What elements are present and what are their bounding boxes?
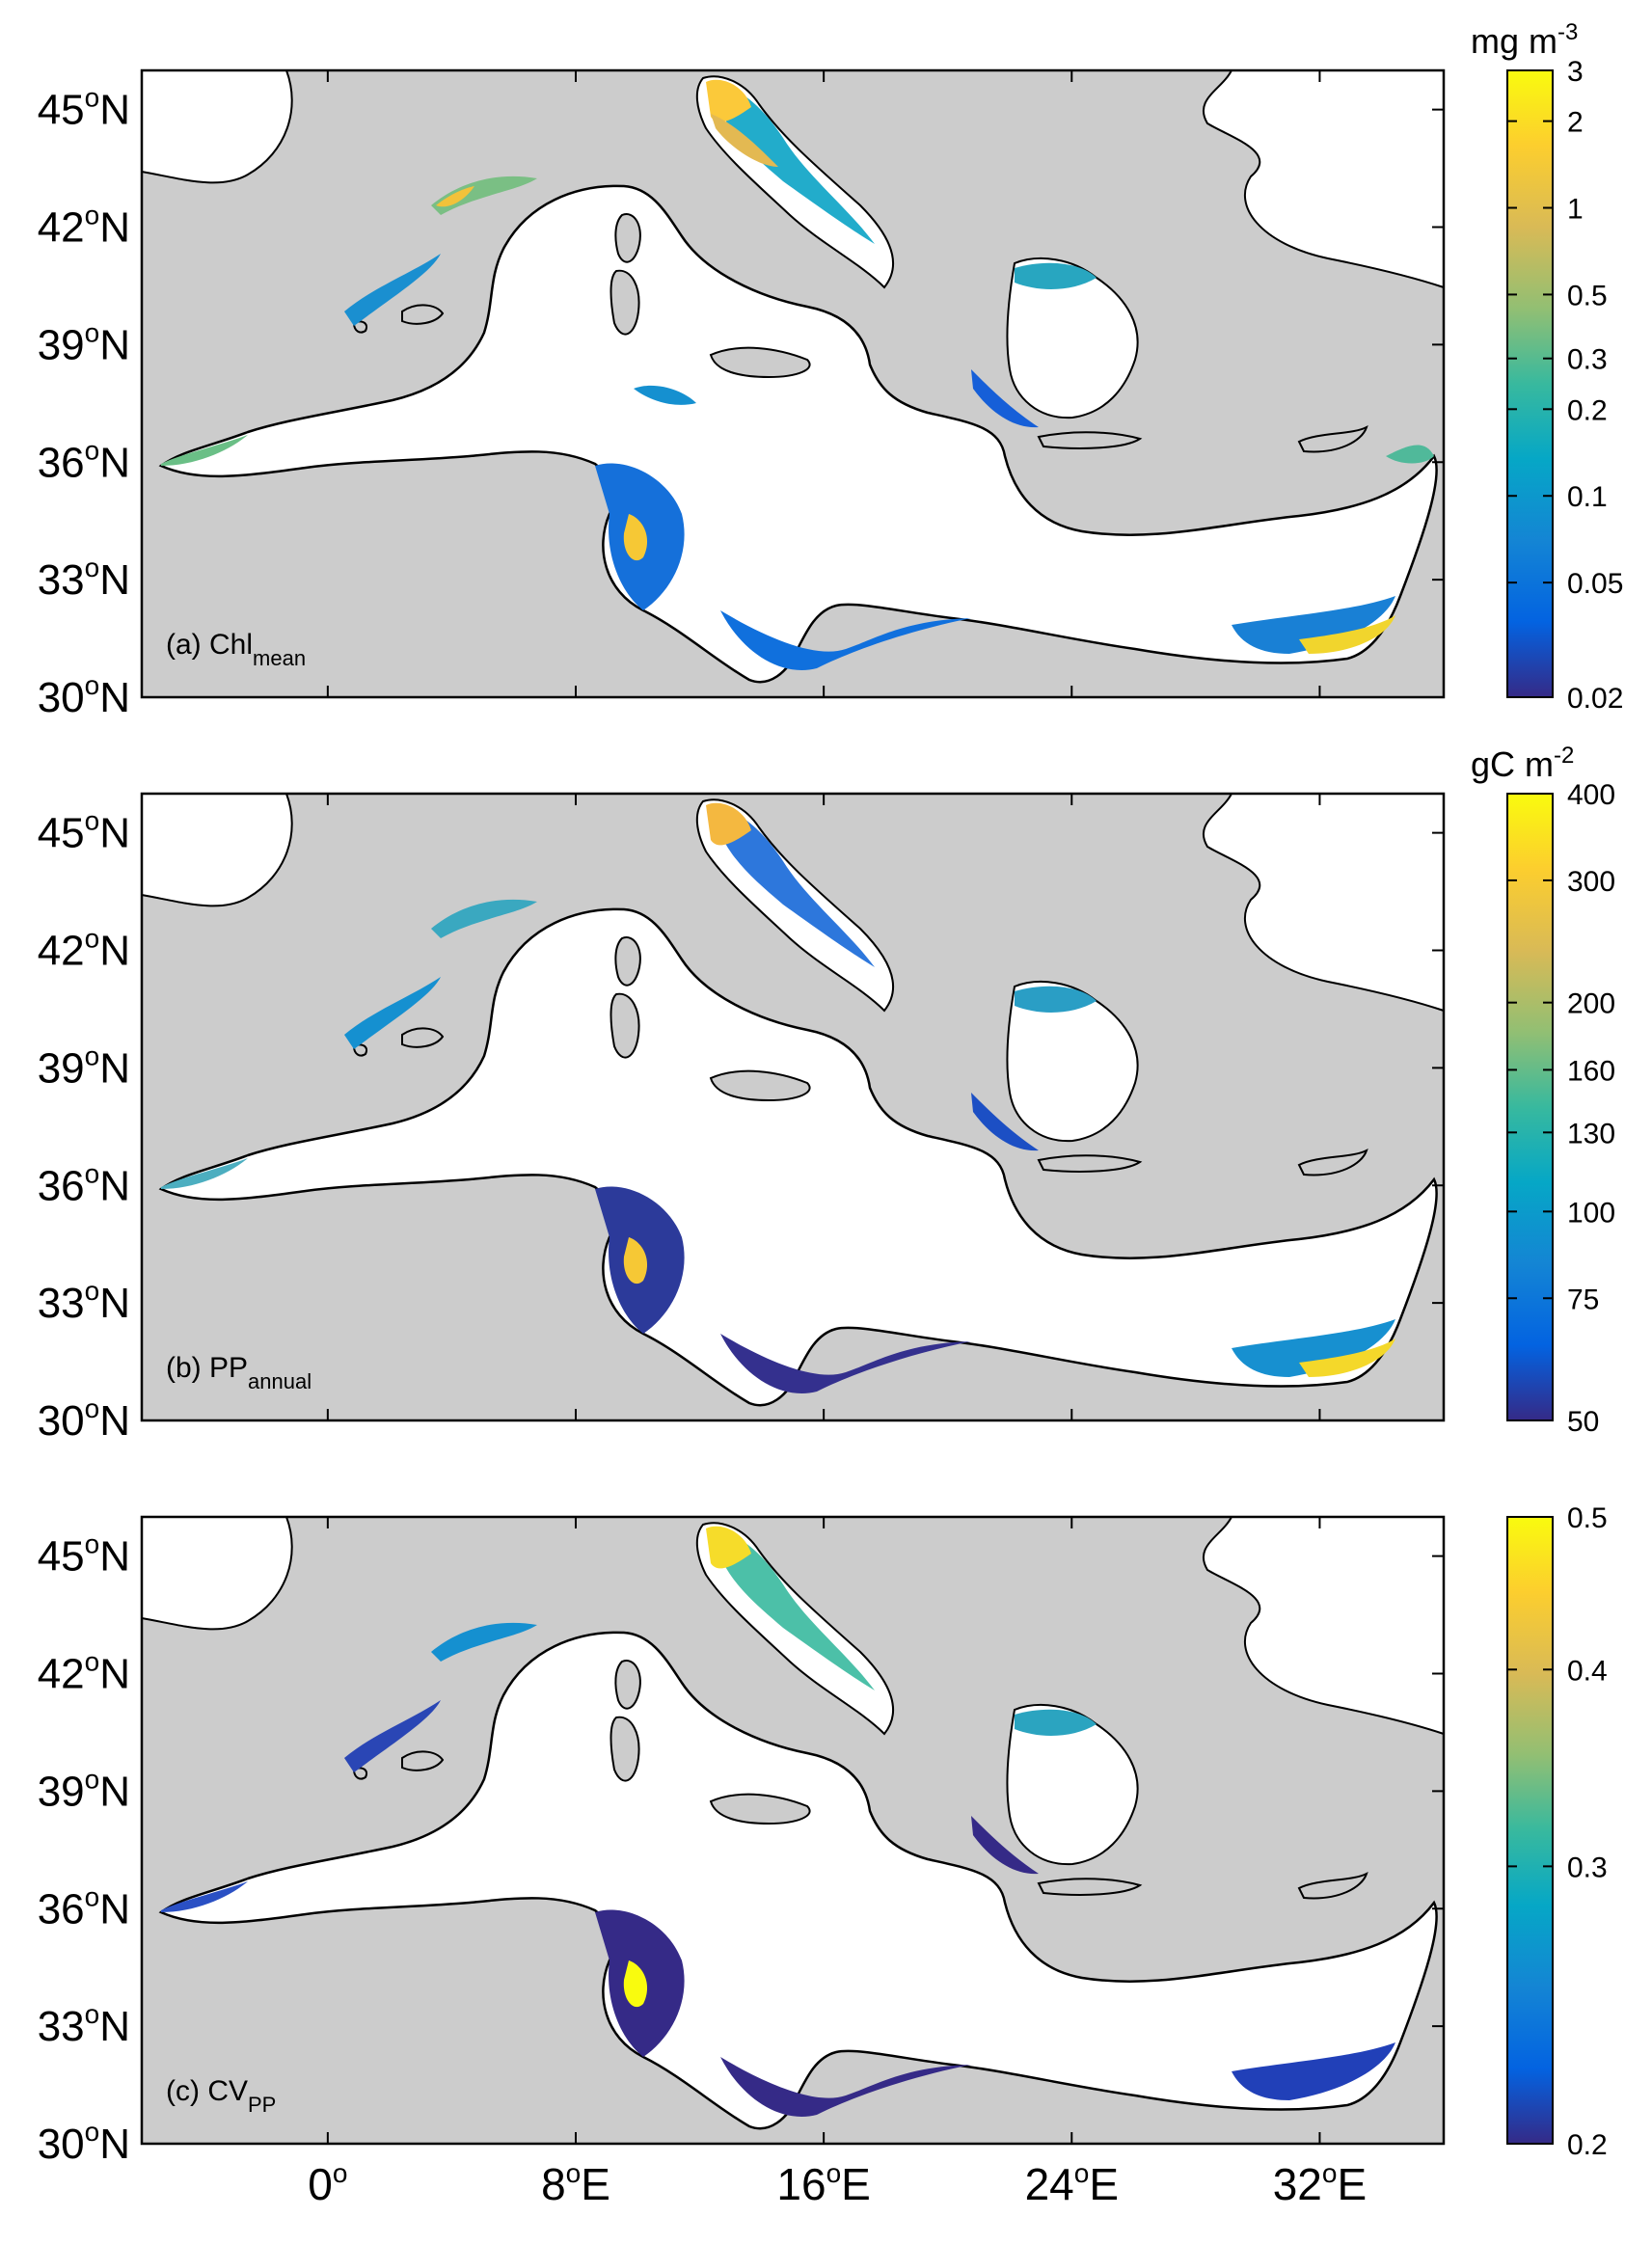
colorbar-a: mg m-3 3 2 1 0.5 0.3 0.2 0.1 0.05 0.02 xyxy=(1471,19,1623,715)
panel-c: (c) CVPP xyxy=(140,1515,1446,2146)
lat-label: 36oN xyxy=(38,435,130,486)
lat-label: 45oN xyxy=(38,1529,130,1581)
lat-label: 33oN xyxy=(38,1999,130,2050)
colorbar-tick-label: 0.1 xyxy=(1567,481,1608,513)
panel-a-label: (a) Chlmean xyxy=(166,629,306,670)
colorbar-tick-label: 100 xyxy=(1567,1197,1615,1229)
colorbar-tick-label: 0.05 xyxy=(1567,568,1623,600)
colorbar-tick-label: 200 xyxy=(1567,988,1615,1020)
lat-label: 45oN xyxy=(38,83,130,134)
panel-b: (b) PPannual xyxy=(140,792,1446,1422)
lat-label: 39oN xyxy=(38,317,130,368)
colorbar-tick-label: 0.2 xyxy=(1567,2129,1608,2161)
lat-label: 36oN xyxy=(38,1158,130,1209)
colorbar-tick-label: 0.5 xyxy=(1567,280,1608,311)
panel-a: (a) Chlmean xyxy=(140,68,1446,699)
lat-label: 33oN xyxy=(38,553,130,604)
colorbar-tick-label: 50 xyxy=(1567,1406,1599,1438)
colorbar-tick-label: 300 xyxy=(1567,866,1615,898)
colorbar-tick-label: 75 xyxy=(1567,1284,1599,1315)
colorbar-tick-label: 0.02 xyxy=(1567,683,1623,715)
lat-label: 42oN xyxy=(38,201,130,252)
lon-label: 24oE xyxy=(1025,2158,1119,2209)
lat-label: 39oN xyxy=(38,1041,130,1092)
panel-b-label: (b) PPannual xyxy=(166,1352,311,1393)
lat-label: 42oN xyxy=(38,1647,130,1698)
lat-label: 30oN xyxy=(38,1393,130,1445)
colorbar-c: 0.5 0.4 0.3 0.2 xyxy=(1506,1502,1608,2161)
colorbar-tick-label: 130 xyxy=(1567,1118,1615,1149)
colorbar-tick-label: 0.3 xyxy=(1567,1852,1608,1883)
colorbar-b: gC m-2 400 300 200 160 130 100 75 50 xyxy=(1471,743,1615,1438)
colorbar-tick-label: 1 xyxy=(1567,194,1584,226)
colorbar-tick-label: 160 xyxy=(1567,1055,1615,1087)
colorbar-tick-label: 3 xyxy=(1567,56,1584,88)
colorbar-b-unit: gC m-2 xyxy=(1471,743,1574,784)
colorbar-c-ticks: 0.5 0.4 0.3 0.2 xyxy=(1507,1502,1608,2161)
colorbar-b-ticks: 400 300 200 160 130 100 75 50 xyxy=(1507,779,1615,1438)
colorbar-tick-label: 400 xyxy=(1567,779,1615,811)
colorbar-tick-label: 0.5 xyxy=(1567,1502,1608,1534)
panel-c-label: (c) CVPP xyxy=(166,2075,276,2117)
colorbar-tick-label: 0.4 xyxy=(1567,1655,1608,1687)
colorbar-tick-label: 0.3 xyxy=(1567,344,1608,376)
axis-labels: 45oN 42oN 39oN 36oN 33oN 30oN 45oN 42oN 39oN 36oN… xyxy=(38,70,1444,2209)
colorbar-a-unit: mg m-3 xyxy=(1471,19,1578,61)
lon-label: 16oE xyxy=(776,2158,870,2209)
colorbar-tick-label: 2 xyxy=(1567,107,1584,139)
lat-label: 30oN xyxy=(38,2117,130,2168)
lon-label: 0o xyxy=(308,2158,347,2209)
colorbar-a-ticks: 3 2 1 0.5 0.3 0.2 0.1 0.05 0.02 xyxy=(1507,56,1623,715)
lat-label: 33oN xyxy=(38,1276,130,1327)
lat-label: 39oN xyxy=(38,1764,130,1815)
lat-label: 36oN xyxy=(38,1881,130,1933)
lon-label: 32oE xyxy=(1273,2158,1367,2209)
lat-label: 42oN xyxy=(38,924,130,975)
colorbar-tick-label: 0.2 xyxy=(1567,394,1608,426)
lat-label: 45oN xyxy=(38,806,130,857)
lat-label: 30oN xyxy=(38,670,130,721)
lon-label: 8oE xyxy=(541,2158,610,2209)
